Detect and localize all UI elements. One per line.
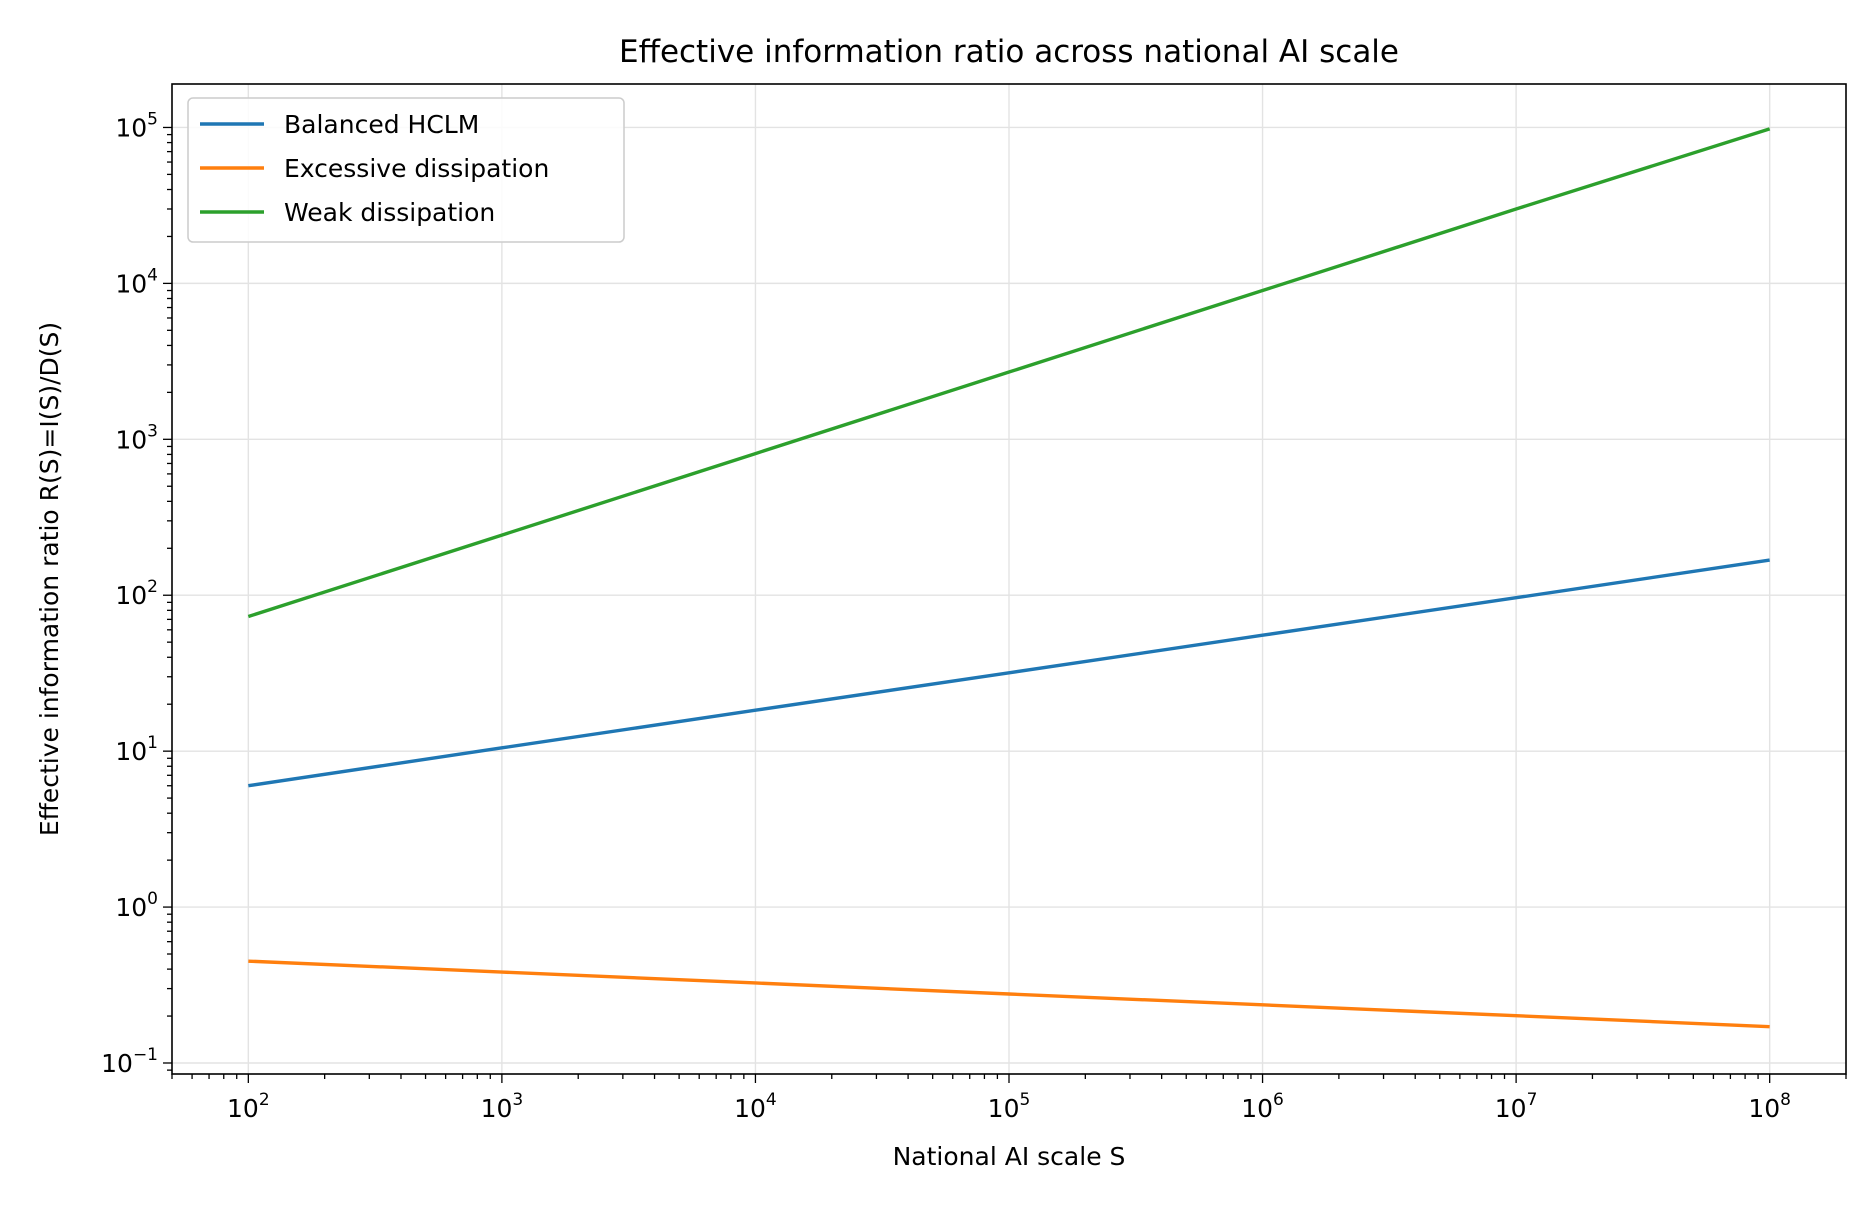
x-tick-base: 10 (1241, 1094, 1273, 1123)
x-tick-label: 106 (1241, 1090, 1284, 1123)
x-tick-exponent: 4 (766, 1090, 777, 1110)
x-tick-label: 104 (734, 1090, 777, 1123)
x-tick-label: 108 (1748, 1090, 1791, 1123)
y-tick-label: 101 (115, 733, 158, 766)
y-tick-exponent: 3 (147, 421, 158, 441)
x-tick-base: 10 (988, 1094, 1020, 1123)
x-tick-label: 107 (1495, 1090, 1538, 1123)
y-tick-exponent: −1 (133, 1045, 158, 1065)
y-tick-base: 10 (115, 581, 147, 610)
x-axis-label: National AI scale S (893, 1142, 1126, 1171)
y-tick-label: 105 (115, 109, 158, 142)
legend-label-weak-dissipation: Weak dissipation (284, 198, 495, 227)
x-tick-exponent: 5 (1019, 1090, 1030, 1110)
x-tick-base: 10 (1495, 1094, 1527, 1123)
y-tick-base: 10 (115, 893, 147, 922)
legend: Balanced HCLM Excessive dissipation Weak d… (187, 97, 625, 243)
y-tick-exponent: 1 (147, 733, 158, 753)
chart-title: Effective information ratio across natio… (619, 34, 1399, 70)
y-tick-label: 103 (115, 421, 158, 454)
y-tick-label: 10−1 (101, 1045, 158, 1078)
axis-ticks: 102 103 104 105 106 107 10810−1100101102103104… (101, 109, 1847, 1123)
x-tick-exponent: 8 (1780, 1090, 1791, 1110)
y-tick-exponent: 2 (147, 577, 158, 597)
series-line-balanced-hclm (248, 558, 1770, 788)
y-tick-label: 100 (115, 889, 158, 922)
y-tick-exponent: 0 (147, 889, 158, 909)
x-tick-label: 102 (227, 1090, 270, 1123)
y-tick-exponent: 5 (147, 109, 158, 129)
series-line-weak-dissipation (247, 127, 1771, 619)
y-tick-exponent: 4 (147, 265, 158, 285)
x-tick-base: 10 (227, 1094, 259, 1123)
series-lines (247, 127, 1771, 1029)
x-tick-exponent: 7 (1527, 1090, 1538, 1110)
y-tick-base: 10 (115, 425, 147, 454)
x-tick-base: 10 (734, 1094, 766, 1123)
y-tick-base: 10 (101, 1049, 133, 1078)
legend-label-excessive-dissipation: Excessive dissipation (284, 154, 549, 183)
x-tick-exponent: 3 (512, 1090, 523, 1110)
y-tick-base: 10 (115, 269, 147, 298)
y-tick-label: 102 (115, 577, 158, 610)
y-tick-base: 10 (115, 737, 147, 766)
x-tick-base: 10 (1748, 1094, 1780, 1123)
x-tick-exponent: 2 (259, 1090, 270, 1110)
series-line-excessive-dissipation (248, 959, 1770, 1029)
x-tick-label: 105 (988, 1090, 1031, 1123)
legend-box (187, 97, 625, 243)
y-tick-label: 104 (115, 265, 158, 298)
y-axis-label: Effective information ratio R(S)=I(S)/D(… (35, 322, 64, 836)
x-tick-base: 10 (481, 1094, 513, 1123)
y-tick-base: 10 (115, 113, 147, 142)
legend-label-balanced-hclm: Balanced HCLM (284, 110, 479, 139)
grid (172, 84, 1846, 1074)
x-tick-label: 103 (481, 1090, 524, 1123)
x-tick-exponent: 6 (1273, 1090, 1284, 1110)
